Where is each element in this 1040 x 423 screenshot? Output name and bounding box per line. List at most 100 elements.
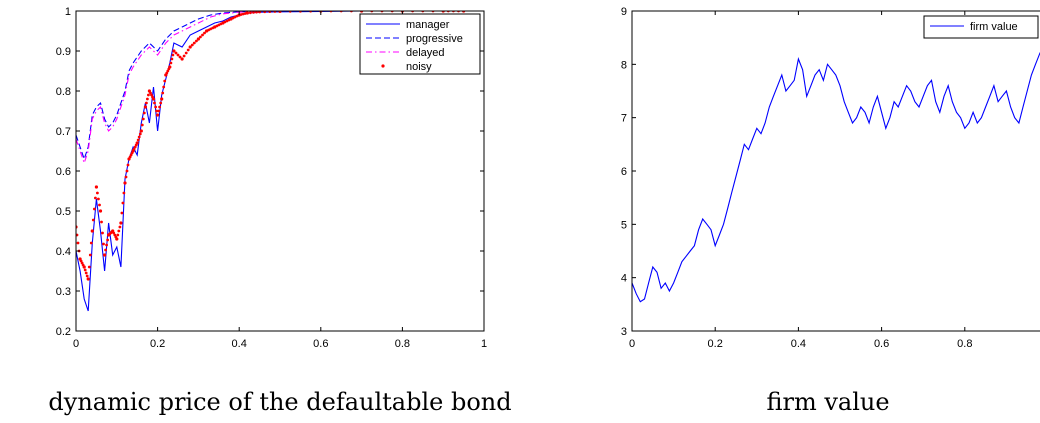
data-point bbox=[211, 26, 215, 30]
plot-area bbox=[632, 51, 1040, 331]
y-tick-label: 0.5 bbox=[56, 206, 71, 218]
chart-firm-value: 0 0.2 0.4 0.6 0.8 3 4 5 6 7 8 9 firm value bbox=[621, 6, 1040, 350]
y-tick-label: 0.9 bbox=[56, 46, 71, 58]
data-point bbox=[117, 229, 121, 233]
data-point bbox=[235, 14, 239, 18]
data-point bbox=[146, 97, 149, 101]
data-point bbox=[184, 51, 188, 55]
data-point bbox=[87, 265, 91, 269]
data-point bbox=[83, 268, 87, 272]
data-point bbox=[145, 101, 148, 105]
data-point bbox=[96, 191, 99, 195]
data-point bbox=[155, 109, 159, 113]
legend-label-progressive: progressive bbox=[406, 33, 463, 45]
data-point bbox=[154, 105, 158, 109]
data-point bbox=[104, 248, 107, 252]
ticks: 0 0.2 0.4 0.6 0.8 3 4 5 6 7 8 9 bbox=[621, 6, 973, 350]
data-point bbox=[76, 233, 79, 237]
legend-label-manager: manager bbox=[406, 19, 450, 31]
y-tick-label: 0.7 bbox=[56, 126, 71, 138]
data-point bbox=[233, 15, 237, 19]
x-tick-label: 0.2 bbox=[708, 338, 723, 350]
legend: firm value bbox=[923, 15, 1039, 39]
x-tick-label: 0.4 bbox=[232, 338, 247, 350]
x-tick-label: 1 bbox=[481, 338, 487, 350]
data-point bbox=[101, 231, 104, 235]
data-point bbox=[219, 22, 223, 26]
data-point bbox=[140, 123, 144, 127]
data-point bbox=[171, 53, 175, 57]
data-point bbox=[90, 229, 94, 233]
y-tick-label: 0.8 bbox=[56, 86, 71, 98]
data-point bbox=[125, 169, 129, 173]
x-tick-label: 0.4 bbox=[791, 338, 806, 350]
data-point bbox=[209, 27, 213, 31]
data-point bbox=[243, 12, 247, 15]
data-point bbox=[258, 11, 262, 14]
data-point bbox=[199, 35, 202, 39]
data-point bbox=[124, 175, 128, 179]
data-point bbox=[201, 33, 204, 37]
data-point bbox=[76, 241, 80, 245]
x-tick-label: 0 bbox=[629, 338, 635, 350]
data-point bbox=[139, 129, 143, 133]
x-tick-label: 0 bbox=[73, 338, 79, 350]
data-point bbox=[100, 220, 103, 224]
data-point bbox=[85, 274, 89, 278]
data-point bbox=[91, 218, 95, 222]
data-point bbox=[172, 49, 176, 53]
y-tick-label: 6 bbox=[621, 166, 627, 178]
x-tick-label: 0.8 bbox=[395, 338, 410, 350]
data-point bbox=[169, 61, 173, 65]
data-point bbox=[162, 85, 166, 89]
x-tick-label: 0.8 bbox=[957, 338, 972, 350]
data-point bbox=[192, 41, 196, 45]
data-point bbox=[126, 163, 130, 167]
data-point bbox=[89, 241, 93, 245]
data-point bbox=[195, 39, 198, 43]
data-point bbox=[170, 57, 174, 61]
data-point bbox=[86, 277, 90, 281]
data-point bbox=[88, 253, 92, 257]
y-tick-label: 1 bbox=[65, 6, 71, 18]
data-point bbox=[102, 242, 105, 246]
legend-label-noisy: noisy bbox=[406, 61, 432, 73]
data-point bbox=[103, 253, 107, 257]
data-point bbox=[160, 97, 164, 101]
data-point bbox=[161, 91, 165, 95]
data-point bbox=[98, 209, 103, 213]
data-point bbox=[157, 109, 161, 113]
data-point bbox=[122, 191, 126, 195]
data-point bbox=[186, 48, 190, 52]
data-point bbox=[134, 143, 138, 147]
data-point bbox=[158, 105, 162, 109]
data-point bbox=[98, 203, 101, 207]
legend-marker bbox=[381, 64, 385, 68]
data-point bbox=[97, 197, 100, 201]
data-point bbox=[130, 151, 134, 155]
caption-firm-value: firm value bbox=[766, 388, 890, 416]
x-tick-label: 0.6 bbox=[313, 338, 328, 350]
legend-label-firm-value: firm value bbox=[970, 21, 1018, 33]
chart-bond-price: 0 0.2 0.4 0.6 0.8 10.20.30.40.50.60.70.80.91m… bbox=[56, 6, 487, 350]
data-point bbox=[239, 13, 243, 16]
legend: manager progressive delayed noisy bbox=[359, 13, 481, 75]
data-point bbox=[136, 138, 140, 142]
data-point bbox=[81, 263, 85, 267]
y-tick-label: 7 bbox=[621, 113, 627, 125]
legend-label-delayed: delayed bbox=[406, 47, 445, 59]
y-tick-label: 8 bbox=[621, 59, 627, 71]
y-tick-label: 0.2 bbox=[56, 326, 71, 338]
y-tick-label: 0.4 bbox=[56, 246, 71, 258]
x-tick-label: 0.2 bbox=[150, 338, 165, 350]
data-point bbox=[116, 233, 120, 237]
data-point bbox=[137, 135, 141, 139]
y-tick-label: 3 bbox=[621, 326, 627, 338]
y-tick-label: 4 bbox=[621, 273, 627, 285]
data-point bbox=[147, 93, 150, 97]
x-tick-label: 0.6 bbox=[874, 338, 889, 350]
data-point bbox=[174, 51, 178, 55]
data-point bbox=[138, 132, 142, 136]
data-point bbox=[118, 225, 122, 229]
data-point bbox=[159, 101, 163, 105]
